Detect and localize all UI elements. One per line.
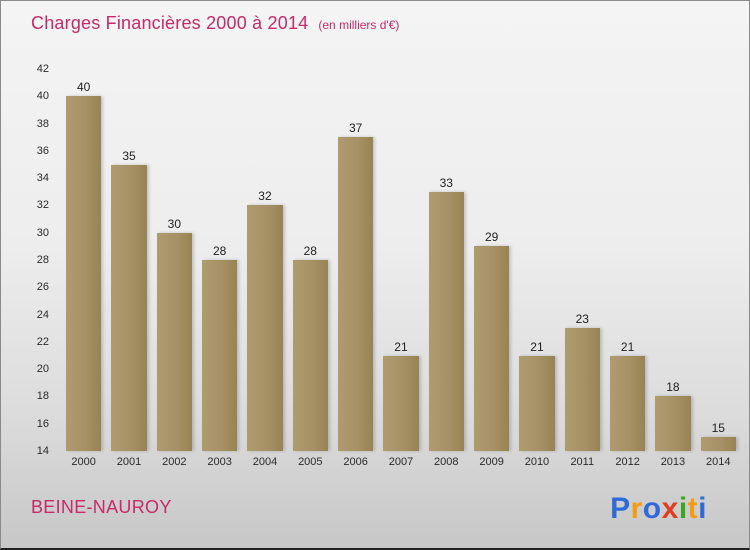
bar (292, 260, 328, 451)
x-tick-label: 2008 (434, 456, 459, 468)
x-tick-label: 2002 (162, 456, 187, 468)
bar-slot: 15 (696, 69, 741, 451)
y-tick-label: 28 (36, 254, 49, 266)
bar-value-label: 23 (575, 312, 589, 327)
bar-slot: 33 (424, 69, 469, 451)
x-tick-label: 2014 (706, 456, 731, 468)
bar (337, 137, 374, 451)
bar (65, 96, 102, 451)
bar (383, 355, 419, 451)
bar-slot: 29 (469, 69, 514, 451)
bar-slot: 21 (378, 69, 423, 451)
bar-slot: 23 (560, 69, 605, 451)
x-tick-label: 2001 (116, 456, 142, 468)
bar-value-label: 28 (212, 244, 227, 258)
y-tick-label: 24 (36, 308, 49, 321)
y-tick-label: 36 (36, 144, 49, 157)
bar-value-label: 35 (122, 148, 136, 163)
x-tick-label: 2010 (524, 456, 550, 468)
y-tick-label: 22 (36, 335, 49, 348)
bar-value-label: 15 (711, 421, 725, 436)
bar-slot: 21 (514, 69, 559, 451)
x-tick-label: 2011 (570, 456, 595, 468)
bar-slot: 32 (242, 69, 287, 451)
y-tick-label: 20 (36, 363, 49, 376)
bar (473, 246, 510, 451)
y-tick-label: 34 (36, 172, 49, 185)
bar (111, 164, 147, 451)
logo-letter: P (610, 492, 631, 525)
y-tick-label: 14 (36, 445, 49, 457)
bar (247, 205, 283, 451)
x-axis: 2000 2001 2002 2003 2004 2005 2006 2007 2008 2009… (61, 456, 741, 468)
x-tick-label: 2003 (207, 456, 232, 468)
bar-value-label: 37 (348, 121, 363, 136)
bar (201, 260, 238, 451)
y-tick-label: 32 (36, 199, 49, 212)
y-tick-label: 26 (36, 281, 49, 294)
bar-value-label: 28 (303, 244, 317, 258)
chart-header: Charges Financières 2000 à 2014 (en milli… (31, 13, 399, 34)
logo-letter: i (678, 492, 688, 525)
bar-value-label: 29 (484, 230, 499, 245)
x-tick-label: 2009 (479, 456, 504, 468)
bar (428, 191, 464, 451)
y-tick-label: 18 (36, 390, 49, 403)
bar-slot: 28 (288, 69, 333, 451)
bar-value-label: 30 (167, 216, 181, 231)
y-tick-label: 38 (36, 117, 49, 130)
bar-chart: 14 16 18 20 22 24 26 28 30 32 34 36 38 40 42 40 35 30 28 3… (11, 63, 741, 481)
bar-value-label: 21 (620, 339, 635, 354)
proxiti-logo[interactable]: Proxiti (610, 492, 707, 526)
y-tick-label: 16 (36, 417, 49, 430)
y-tick-label: 30 (36, 226, 49, 239)
x-tick-label: 2005 (298, 456, 323, 468)
chart-subtitle: (en milliers d'€) (318, 18, 400, 32)
logo-letter: x (661, 492, 679, 525)
bar-slot: 21 (605, 69, 650, 451)
bar (655, 396, 691, 451)
y-tick-label: 40 (36, 90, 49, 103)
y-tick-label: 42 (36, 63, 49, 75)
x-tick-label: 2012 (615, 456, 640, 468)
bar-slot: 18 (650, 69, 695, 451)
logo-letter: o (642, 492, 662, 525)
bar-slot: 30 (152, 69, 197, 451)
x-tick-label: 2013 (660, 456, 686, 468)
bar-value-label: 40 (76, 80, 91, 95)
logo-letter: r (630, 492, 643, 525)
bar (156, 232, 192, 451)
x-tick-label: 2000 (71, 456, 96, 468)
logo-letter: t (687, 492, 699, 525)
bar-value-label: 21 (530, 339, 544, 354)
bar-slot: 35 (106, 69, 151, 451)
bar-slot: 40 (61, 69, 106, 451)
x-tick-label: 2004 (252, 456, 278, 468)
bar (609, 355, 646, 451)
bar-value-label: 21 (394, 339, 408, 354)
bar-slot: 28 (197, 69, 242, 451)
bar-value-label: 32 (258, 189, 272, 204)
x-tick-label: 2007 (388, 456, 414, 468)
bar (519, 355, 555, 451)
logo-letter: i (698, 492, 707, 525)
bar-value-label: 18 (666, 380, 680, 395)
bar (700, 437, 736, 451)
bar-value-label: 33 (439, 175, 453, 190)
plot-area: 40 35 30 28 32 28 37 21 33 29 21 23 21 18 15 (61, 69, 741, 451)
location-label: BEINE-NAUROY (31, 497, 172, 517)
bar (564, 328, 600, 451)
y-axis: 14 16 18 20 22 24 26 28 30 32 34 36 38 40 42 (11, 63, 55, 457)
chart-title: Charges Financières 2000 à 2014 (31, 13, 309, 33)
bar-slot: 37 (333, 69, 378, 451)
x-tick-label: 2006 (343, 456, 368, 468)
